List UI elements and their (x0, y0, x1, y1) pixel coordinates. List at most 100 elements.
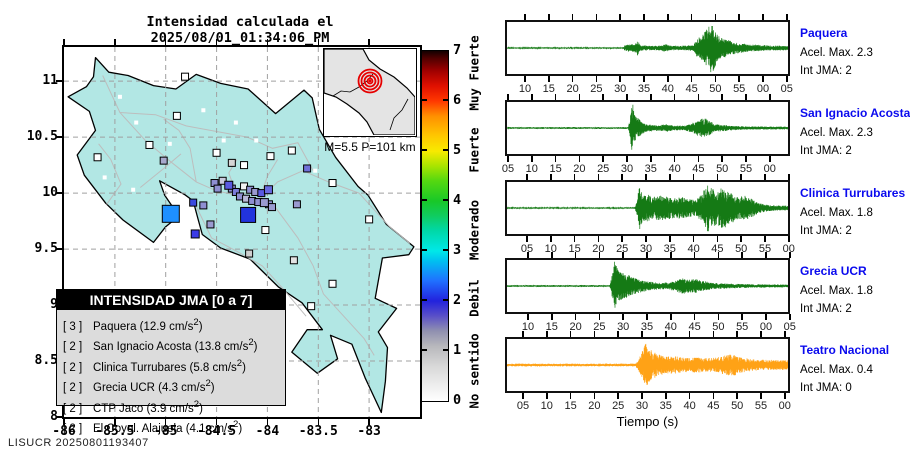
station-marker (292, 200, 301, 209)
colorbar-tick-label: 1 (453, 342, 462, 358)
legend-item: [ 2 ] CTP Jaco (3.9 cm/s2) (63, 397, 285, 418)
legend-item-text: Grecia UCR (4.3 cm/s2) (93, 378, 215, 395)
town-marker (102, 175, 107, 180)
seismo-top-tick (721, 94, 723, 100)
seismo-top-tick (646, 252, 648, 258)
seismo-bottom-tick (641, 393, 643, 399)
map-x-tick-label: -83.5 (298, 424, 338, 439)
station-int-jma: Int JMA: 2 (800, 303, 852, 315)
station-acel-max: Acel. Max. 0.4 (800, 364, 873, 376)
seismo-bottom-tick (643, 76, 645, 82)
seismo-tick-label: 40 (668, 163, 681, 175)
seismo-top-tick (650, 94, 652, 100)
station-marker (240, 161, 249, 170)
map-axis-tick (266, 419, 269, 425)
map-axis-tick (368, 39, 370, 45)
seismo-bottom-tick (548, 76, 550, 82)
seismo-tick-label: 00 (759, 321, 773, 333)
map-axis-tick (56, 248, 62, 250)
seismo-tick-label: 40 (687, 243, 700, 255)
seismo-tick-label: 50 (709, 83, 722, 95)
station-marker (303, 164, 312, 173)
seismo-bottom-tick (507, 156, 509, 162)
seismo-top-tick (764, 174, 766, 180)
seismogram-panel-grecia-ucr (505, 258, 790, 314)
town-marker (134, 120, 139, 125)
seismo-tick-label: 30 (639, 243, 653, 255)
seismo-top-tick (667, 14, 669, 20)
waveform-trace (507, 185, 788, 232)
seismo-top-tick (626, 94, 628, 100)
seismo-top-tick (736, 331, 738, 337)
seismo-bottom-tick (765, 314, 767, 320)
colorbar-tick (442, 299, 449, 301)
seismo-bottom-tick (786, 76, 788, 82)
station-marker (224, 180, 234, 190)
station-marker (212, 148, 221, 157)
seismo-bottom-tick (784, 393, 786, 399)
waveform-trace (507, 25, 788, 73)
seismo-top-tick (526, 174, 528, 180)
station-marker (289, 256, 298, 265)
station-acel-max: Acel. Max. 2.3 (800, 47, 873, 59)
station-name-label: Clinica Turrubares (800, 186, 906, 200)
seismo-tick-label: 20 (573, 163, 586, 175)
seismo-bottom-tick (762, 76, 764, 82)
colorbar-tick (442, 99, 449, 101)
seismo-tick-label: 15 (542, 83, 555, 95)
station-name-label: Paquera (800, 26, 848, 40)
seismo-tick-label: 55 (754, 400, 768, 412)
epicenter-rings (366, 77, 374, 85)
legend-item: [ 2 ] Clinica Turrubares (5.8 cm/s2) (63, 356, 285, 377)
seismo-top-tick (641, 331, 643, 337)
seismo-top-tick (688, 331, 691, 337)
map-axis-tick (317, 419, 320, 425)
seismo-bottom-tick (531, 156, 533, 162)
seismo-top-tick (554, 94, 557, 100)
map-axis-tick (63, 39, 65, 45)
seismo-top-tick (524, 14, 526, 20)
town-marker (313, 168, 318, 173)
seismogram-x-axis-label: Tiempo (s) (616, 414, 679, 429)
seismo-top-tick (789, 252, 791, 258)
intensity-category-label: Fuerte (466, 127, 482, 173)
seismo-bottom-tick (673, 156, 676, 162)
map-y-tick-label: 10.5 (26, 129, 58, 145)
seismo-top-tick (765, 252, 767, 258)
town-marker (131, 187, 136, 192)
colorbar-tick-label: 3 (453, 242, 462, 258)
map-axis-tick (114, 419, 116, 425)
epicenter-inset-map (323, 48, 417, 137)
seismo-tick-label: 05 (516, 400, 530, 412)
colorbar-tick-label: 0 (453, 392, 462, 408)
seismo-tick-label: 20 (569, 321, 582, 333)
station-marker (328, 279, 337, 288)
seismo-top-tick (574, 252, 577, 258)
town-marker (221, 138, 226, 143)
seismo-tick-label: 25 (597, 163, 610, 175)
legend-unit-exponent: 2 (193, 317, 199, 328)
seismo-bottom-tick (617, 393, 619, 399)
station-marker (263, 185, 273, 195)
seismo-bottom-tick (693, 314, 696, 320)
seismo-tick-label: 50 (712, 321, 725, 333)
town-marker (117, 94, 122, 99)
station-marker (181, 72, 190, 81)
seismo-bottom-tick (769, 156, 771, 162)
intensity-category-label: No sentido (466, 333, 482, 409)
legend-item-jma: [ 2 ] (63, 341, 83, 354)
map-axis-tick (266, 39, 269, 45)
colorbar-tick-label: 7 (453, 42, 462, 58)
seismo-tick-label: 20 (588, 400, 601, 412)
map-y-tick-label: 11 (42, 73, 58, 89)
map-y-tick-label: 10 (42, 185, 58, 201)
seismo-top-tick (716, 174, 719, 180)
colorbar-tick (421, 249, 427, 251)
seismo-top-tick (762, 14, 764, 20)
seismo-top-tick (690, 14, 693, 20)
seismo-tick-label: 25 (612, 400, 625, 412)
seismo-bottom-tick (551, 314, 553, 320)
seismo-bottom-tick (717, 314, 720, 320)
seismo-bottom-tick (593, 393, 596, 399)
